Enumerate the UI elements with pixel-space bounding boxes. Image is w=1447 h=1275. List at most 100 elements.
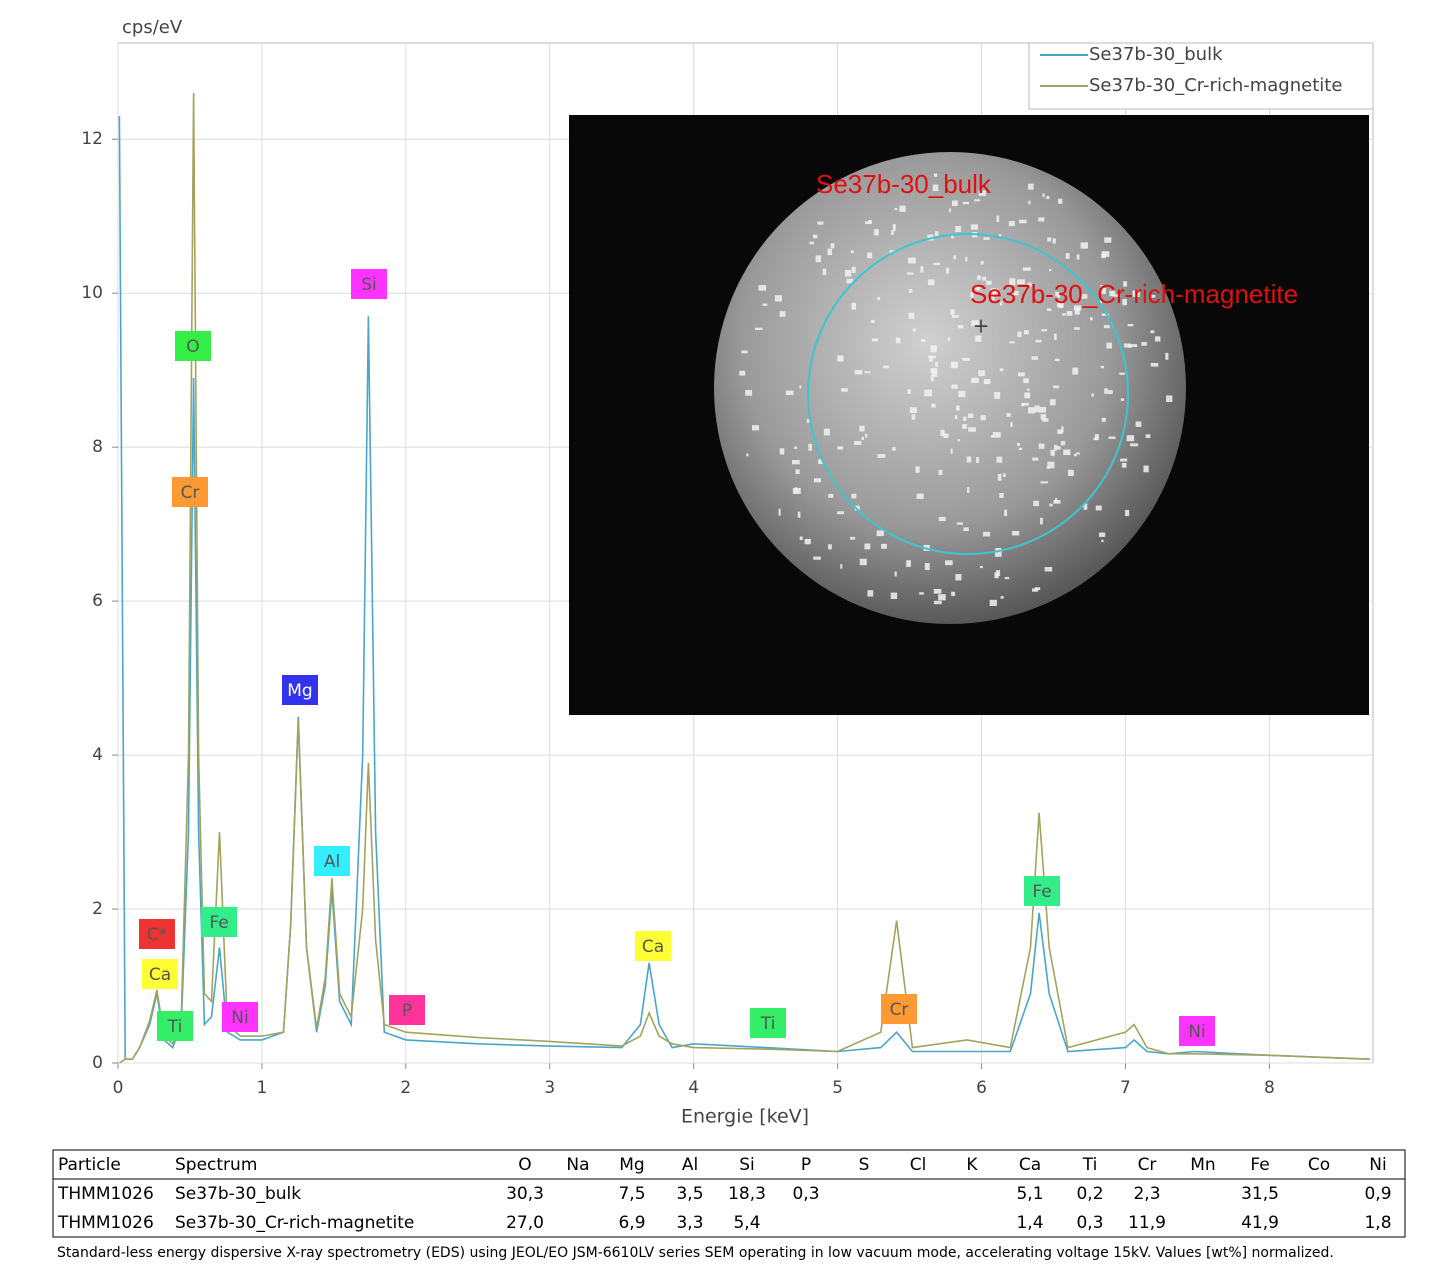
speck [1047,237,1052,242]
element-label-text: Fe [209,913,228,933]
speck [1050,449,1055,456]
table-header: Al [682,1155,698,1175]
element-label-text: Ca [149,965,171,985]
speck [924,389,932,397]
element-label-box [389,995,425,1025]
speck [1004,576,1010,580]
speck [927,279,935,286]
speck [1101,287,1107,295]
speck [1123,343,1131,348]
speck [1027,407,1036,414]
speck [934,231,939,238]
speck [1035,339,1042,343]
speck [954,415,958,420]
speck [1103,325,1110,329]
speck [994,391,1001,399]
x-tick-label: 8 [1264,1078,1275,1098]
speck [966,456,972,463]
speck [830,243,835,249]
legend-label: Se37b-30_bulk [1089,44,1223,65]
caption: Standard-less energy dispersive X-ray sp… [57,1245,1334,1261]
speck [1058,302,1063,309]
speck [1049,503,1053,507]
speck [951,384,958,389]
table-cell: THMM1026 [57,1213,154,1233]
speck [1008,221,1015,227]
speck [1098,532,1106,537]
speck [1066,311,1073,316]
table-cell: 7,5 [618,1184,645,1204]
speck [877,296,881,301]
speck [1018,372,1025,377]
element-label-box [282,675,318,705]
speck [1126,435,1135,442]
speck [859,558,867,566]
speck [1032,457,1039,461]
speck [1099,296,1103,304]
speck [899,205,906,212]
speck [1143,465,1149,473]
speck [962,201,970,205]
speck [1119,372,1125,375]
speck [892,224,896,232]
speck [850,536,856,540]
speck [999,492,1004,498]
element-label-box [351,269,387,299]
point-marker: + [973,314,990,338]
x-tick-label: 4 [688,1078,699,1098]
speck [1052,238,1056,244]
table-header: Ca [1019,1155,1041,1175]
table-cell: 3,3 [676,1213,703,1233]
speck [846,278,853,284]
legend: Se37b-30_bulk Se37b-30_Cr-rich-magnetite [1028,42,1374,110]
speck [797,511,801,518]
speck [995,548,1002,551]
y-tick-label: 2 [92,899,103,919]
speck [1080,242,1088,249]
speck [851,266,856,274]
speck [1073,453,1077,457]
speck [804,538,811,545]
speck [908,288,913,293]
speck [980,415,986,421]
speck [955,225,961,233]
y-tick-label: 6 [92,591,103,611]
speck [1018,219,1027,224]
speck [1083,503,1088,510]
x-tick-label: 3 [544,1078,555,1098]
speck [1074,327,1080,330]
speck [1039,406,1046,413]
speck [1121,462,1127,468]
element-label: Cr [881,994,917,1024]
speck [970,224,978,230]
table-cell: 31,5 [1241,1184,1279,1204]
speck [1009,341,1015,344]
speck [890,592,898,599]
speck [813,556,821,560]
element-label: Ni [222,1002,258,1032]
speck [1106,342,1112,349]
element-label: Ti [750,1008,786,1038]
element-label-box [222,1002,258,1032]
speck [933,600,942,605]
speck [974,286,980,291]
speck [989,599,997,606]
table-cell: 2,3 [1133,1184,1160,1204]
speck [815,255,822,263]
speck [1061,426,1064,433]
table-cell: THMM1026 [57,1184,154,1204]
speck [1011,530,1020,536]
speck [976,275,981,280]
element-label-text: O [186,337,199,357]
speck [990,288,997,295]
table-cell: 18,3 [728,1184,766,1204]
speck [992,432,1001,438]
speck [1101,417,1106,422]
speck [1033,500,1039,507]
speck [967,487,970,493]
speck [945,560,953,566]
speck [1120,458,1128,462]
speck [983,531,990,537]
speck [963,527,969,532]
